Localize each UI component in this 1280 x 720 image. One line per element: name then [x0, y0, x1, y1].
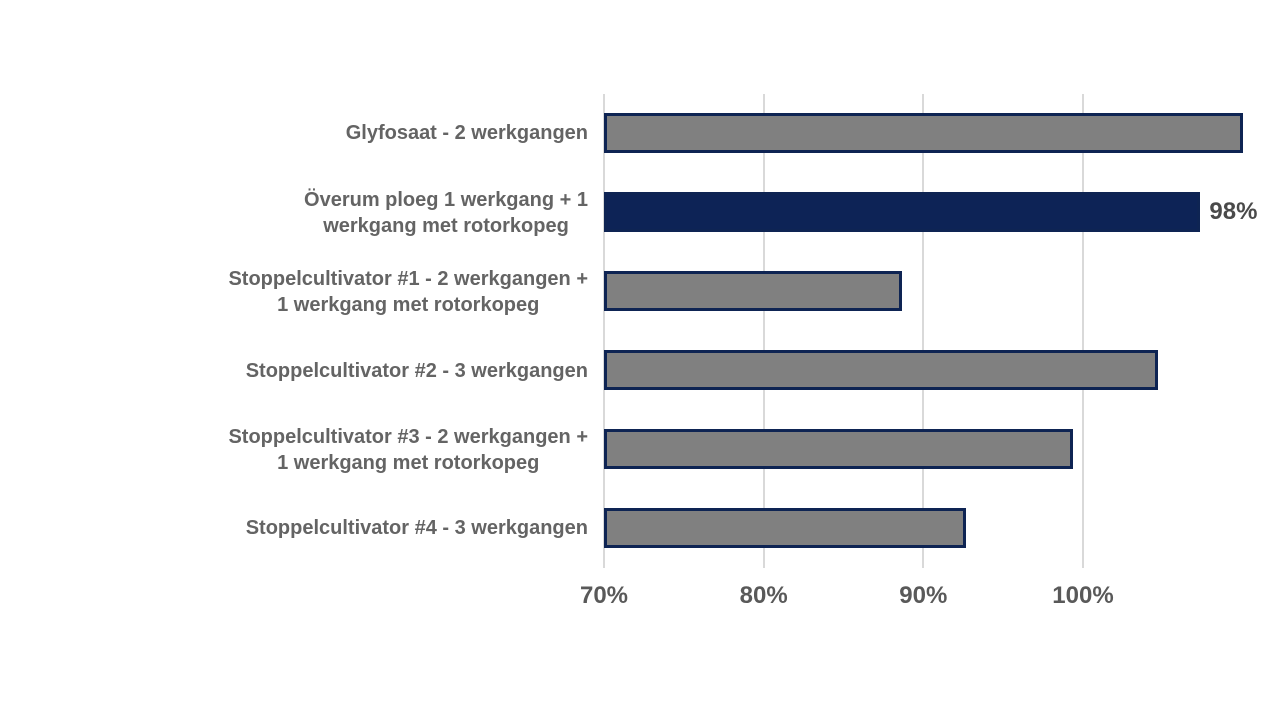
bar-chart: Glyfosaat - 2 werkgangen Överum ploeg 1 … — [148, 72, 1257, 620]
category-label: Stoppelcultivator #1 - 2 werkgangen + 1 … — [228, 268, 588, 316]
plot-area: 98% 70% 80% 90% 100% — [580, 94, 1257, 609]
category-label: Glyfosaat - 2 werkgangen — [345, 122, 588, 144]
bar-stoppelcultivator-1 — [604, 271, 903, 311]
bar-stoppelcultivator-4 — [604, 508, 967, 548]
category-label: Stoppelcultivator #2 - 3 werkgangen — [245, 360, 588, 382]
bar-row: 98% — [604, 192, 1257, 232]
x-axis-tick-80: 80% — [739, 582, 788, 609]
x-axis-tick-100: 100% — [1052, 582, 1114, 609]
bar-stoppelcultivator-2 — [604, 350, 1158, 390]
bar-row — [604, 429, 1243, 469]
category-label: Stoppelcultivator #4 - 3 werkgangen — [245, 517, 588, 539]
bar-glyfosaat — [604, 113, 1243, 153]
bar-stoppelcultivator-3 — [604, 429, 1073, 469]
x-axis-tick-70: 70% — [579, 582, 629, 609]
data-label-98: 98% — [1209, 198, 1258, 225]
gridline-70 — [603, 94, 605, 568]
bar-row — [604, 113, 1243, 153]
bar-row — [604, 271, 1243, 311]
bar-row — [604, 350, 1243, 390]
category-label: Stoppelcultivator #3 - 2 werkgangen + 1 … — [228, 426, 588, 474]
gridline-100 — [1082, 94, 1084, 568]
bar-overum-ploeg — [604, 192, 1201, 232]
x-axis-tick-90: 90% — [899, 582, 948, 609]
bar-row — [604, 508, 1243, 548]
category-label: Överum ploeg 1 werkgang + 1 werkgang met… — [304, 189, 588, 237]
gridline-80 — [762, 94, 765, 568]
gridline-90 — [922, 94, 925, 568]
